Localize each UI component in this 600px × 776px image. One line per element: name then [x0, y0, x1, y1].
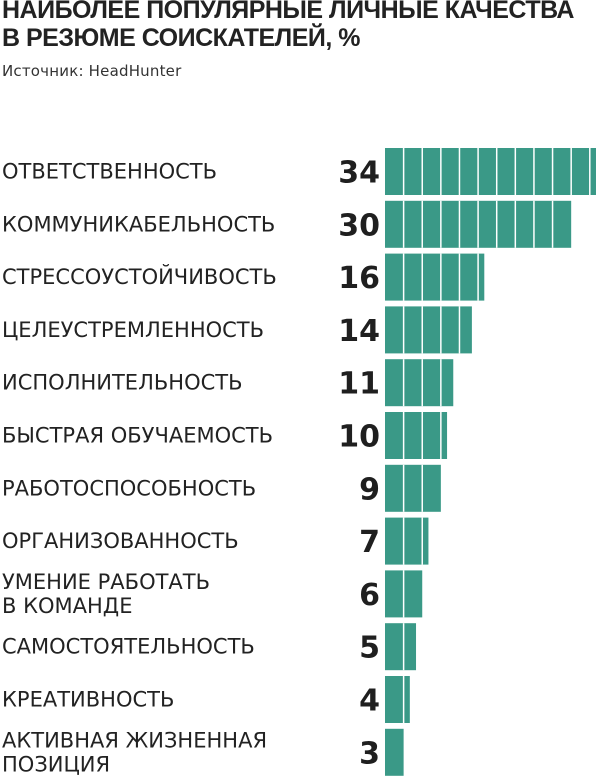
- value-label: 11: [338, 367, 380, 402]
- bar: [385, 359, 454, 407]
- bar: [385, 676, 410, 723]
- category-label-line: УМЕНИЕ РАБОТАТЬ: [2, 570, 210, 594]
- bar: [385, 728, 404, 776]
- bar: [385, 623, 417, 671]
- category-label: АКТИВНАЯ ЖИЗНЕННАЯ ПОЗИЦИЯ: [2, 728, 267, 776]
- bar-row: КРЕАТИВНОСТЬ 4: [2, 676, 410, 723]
- value-label: 34: [338, 156, 380, 191]
- bar-row: ЦЕЛЕУСТРЕМЛЕННОСТЬ 14: [2, 306, 472, 354]
- chart-title-line-2: В РЕЗЮМЕ СОИСКАТЕЛЕЙ, %: [2, 24, 360, 52]
- value-label: 6: [359, 578, 380, 613]
- value-label: 10: [338, 420, 380, 455]
- category-label: ОРГАНИЗОВАННОСТЬ: [2, 529, 239, 553]
- category-label: РАБОТОСПОСОБНОСТЬ: [2, 476, 256, 500]
- chart-source: Источник: HeadHunter: [2, 62, 182, 80]
- bar: [385, 306, 472, 354]
- chart-title: НАИБОЛЕЕ ПОПУЛЯРНЫЕ ЛИЧНЫЕ КАЧЕСТВА В РЕ…: [2, 0, 600, 52]
- bar-row: САМОСТОЯТЕЛЬНОСТЬ 5: [2, 623, 417, 671]
- bar-row: ИСПОЛНИТЕЛЬНОСТЬ 11: [2, 359, 454, 407]
- value-label: 30: [338, 208, 380, 243]
- value-label: 7: [359, 525, 380, 560]
- category-label: ИСПОЛНИТЕЛЬНОСТЬ: [2, 371, 243, 395]
- category-label: КРЕАТИВНОСТЬ: [2, 688, 174, 712]
- category-label: САМОСТОЯТЕЛЬНОСТЬ: [2, 635, 255, 659]
- category-label: БЫСТРАЯ ОБУЧАЕМОСТЬ: [2, 424, 273, 448]
- bar: [385, 148, 596, 195]
- value-label: 3: [359, 736, 380, 771]
- category-label: КОММУНИКАБЕЛЬНОСТЬ: [2, 212, 275, 236]
- bar-row: УМЕНИЕ РАБОТАТЬ В КОМАНДЕ 6: [2, 570, 423, 618]
- bar-row: КОММУНИКАБЕЛЬНОСТЬ 30: [2, 200, 572, 248]
- category-label: ЦЕЛЕУСТРЕМЛЕННОСТЬ: [2, 318, 264, 342]
- bar-row: ОРГАНИЗОВАННОСТЬ 7: [2, 517, 429, 565]
- category-label: УМЕНИЕ РАБОТАТЬ В КОМАНДЕ: [2, 570, 210, 618]
- bar-row: АКТИВНАЯ ЖИЗНЕННАЯ ПОЗИЦИЯ 3: [2, 728, 404, 776]
- bar-row: ОТВЕТСТВЕННОСТЬ 34: [2, 148, 596, 195]
- bar: [385, 412, 448, 459]
- category-label-line: АКТИВНАЯ ЖИЗНЕННАЯ: [2, 728, 267, 752]
- bar-row: СТРЕССОУСТОЙЧИВОСТЬ 16: [2, 253, 485, 301]
- value-label: 16: [338, 261, 380, 296]
- category-label: ОТВЕТСТВЕННОСТЬ: [2, 160, 217, 184]
- category-label-line: В КОМАНДЕ: [2, 594, 132, 618]
- category-label: СТРЕССОУСТОЙЧИВОСТЬ: [2, 264, 277, 289]
- bar: [385, 517, 429, 565]
- bar: [385, 464, 441, 512]
- bar-row: РАБОТОСПОСОБНОСТЬ 9: [2, 464, 441, 512]
- value-label: 4: [359, 684, 380, 719]
- value-label: 14: [338, 314, 380, 349]
- value-label: 5: [359, 631, 380, 666]
- category-label-line: ПОЗИЦИЯ: [2, 752, 110, 776]
- bar: [385, 253, 485, 301]
- bar-row: БЫСТРАЯ ОБУЧАЕМОСТЬ 10: [2, 412, 448, 459]
- chart-title-line-1: НАИБОЛЕЕ ПОПУЛЯРНЫЕ ЛИЧНЫЕ КАЧЕСТВА: [2, 0, 574, 24]
- value-label: 9: [359, 472, 380, 507]
